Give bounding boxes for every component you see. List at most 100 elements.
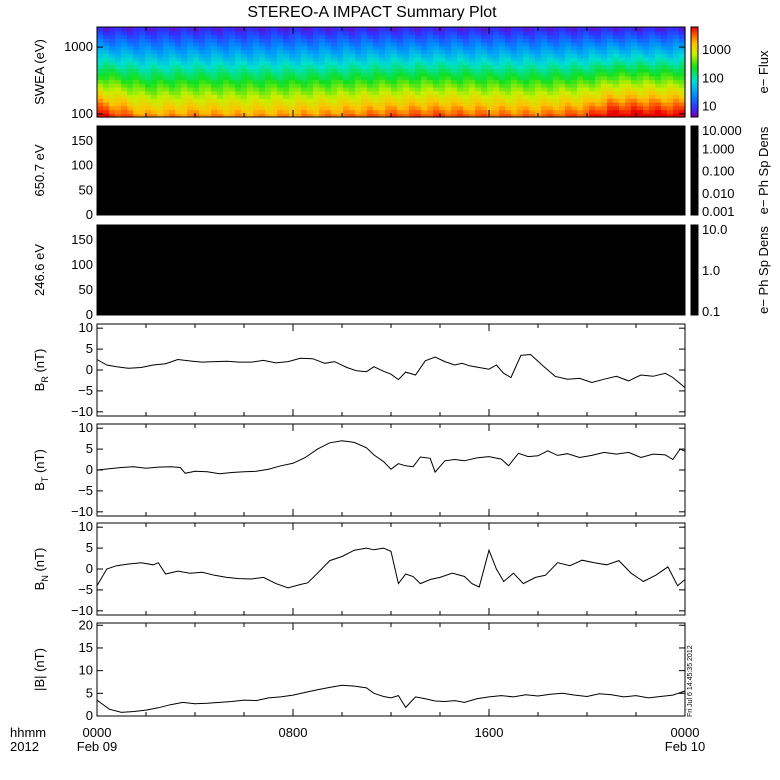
spectrogram-cell (631, 68, 638, 73)
spectrogram-cell (265, 38, 272, 43)
spectrogram-cell (631, 57, 638, 62)
spectrogram-cell (445, 79, 452, 84)
spectrogram-cell (265, 68, 272, 73)
spectrogram-cell (583, 45, 590, 51)
spectrogram-cell (175, 102, 182, 107)
spectrogram-cell (319, 42, 326, 47)
spectrogram-cell (361, 49, 368, 54)
xtick-label: 1600 (475, 725, 504, 740)
spectrogram-cell (163, 30, 170, 36)
spectrogram-cell (403, 45, 410, 51)
spectrogram-cell (511, 105, 518, 111)
spectrogram-cell (625, 79, 632, 84)
ytick-label: 0 (86, 708, 93, 723)
spectrogram-cell (193, 34, 200, 39)
spectrogram-cell (523, 79, 530, 84)
spectrogram-cell (469, 38, 476, 43)
spectrogram-cell (583, 53, 590, 58)
spectrogram-cell (673, 68, 680, 73)
spectrogram-cell (97, 60, 104, 66)
spectrogram-cell (115, 27, 122, 32)
spectrogram-cell (571, 53, 578, 58)
spectrogram-cell (283, 57, 290, 62)
spectrogram-cell (541, 113, 548, 118)
spectrogram-cell (427, 79, 434, 84)
spectrogram-cell (307, 42, 314, 47)
spectrogram-cell (151, 113, 158, 118)
spectrogram-cell (451, 42, 458, 47)
spectrogram-cell (529, 64, 536, 69)
spectrogram-cell (673, 87, 680, 92)
spectrogram-cell (367, 64, 374, 69)
spectrogram-cell (505, 75, 512, 81)
spectrogram-cell (379, 34, 386, 39)
spectrogram-cell (187, 75, 194, 81)
spectrogram-cell (259, 64, 266, 69)
spectrogram-cell (649, 90, 656, 96)
spectrogram-cell (541, 102, 548, 107)
spectrogram-cell (133, 87, 140, 92)
spectrogram-cell (265, 60, 272, 66)
spectrogram-cell (211, 38, 218, 43)
colorbar-fill (690, 224, 699, 316)
spectrogram-cell (547, 53, 554, 58)
spectrogram-cell (631, 102, 638, 107)
spectrogram-cell (157, 83, 164, 88)
spectrogram-cell (511, 109, 518, 114)
spectrogram-cell (187, 98, 194, 103)
spectrogram-cell (553, 90, 560, 96)
spectrogram-cell (547, 105, 554, 111)
spectrogram-cell (253, 53, 260, 58)
spectrogram-cell (427, 30, 434, 36)
spectrogram-cell (313, 102, 320, 107)
spectrogram-cell (505, 87, 512, 92)
spectrogram-cell (127, 45, 134, 51)
spectrogram-cell (385, 79, 392, 84)
spectrogram-cell (463, 68, 470, 73)
spectrogram-cell (553, 34, 560, 39)
spectrogram-cell (469, 105, 476, 111)
colorbar-tick-label: 10.000 (702, 123, 742, 138)
spectrogram-cell (343, 53, 350, 58)
spectrogram-cell (439, 90, 446, 96)
spectrogram-cell (157, 113, 164, 118)
spectrogram-cell (523, 57, 530, 62)
spectrogram-cell (649, 113, 656, 118)
spectrogram-cell (661, 90, 668, 96)
colorbar-tick-label: 0.100 (702, 164, 735, 179)
spectrogram-cell (565, 94, 572, 99)
spectrogram-cell (199, 98, 206, 103)
spectrogram-cell (487, 68, 494, 73)
spectrogram-cell (355, 105, 362, 111)
spectrogram-cell (439, 57, 446, 62)
spectrogram-cell (181, 105, 188, 111)
spectrogram-cell (319, 90, 326, 96)
spectrogram-cell (451, 90, 458, 96)
spectrogram-cell (475, 34, 482, 39)
spectrogram-cell (607, 53, 614, 58)
spectrogram-cell (187, 42, 194, 47)
spectrogram-cell (529, 38, 536, 43)
spectrogram-cell (205, 49, 212, 54)
spectrogram-cell (127, 42, 134, 47)
spectrogram-cell (589, 113, 596, 118)
spectrogram-cell (667, 57, 674, 62)
spectrogram-cell (253, 113, 260, 118)
spectrogram-cell (169, 42, 176, 47)
spectrogram-cell (421, 79, 428, 84)
spectrogram-cell (643, 102, 650, 107)
spectrogram-cell (619, 87, 626, 92)
spectrogram-cell (571, 105, 578, 111)
spectrogram-cell (193, 53, 200, 58)
spectrogram-cell (235, 45, 242, 51)
spectrogram-cell (421, 105, 428, 111)
spectrogram-cell (175, 45, 182, 51)
spectrogram-cell (625, 30, 632, 36)
spectrogram-cell (655, 113, 662, 118)
spectrogram-cell (613, 53, 620, 58)
spectrogram-cell (307, 102, 314, 107)
spectrogram-cell (211, 83, 218, 88)
spectrogram-cell (613, 42, 620, 47)
spectrogram-cell (637, 57, 644, 62)
spectrogram-cell (523, 34, 530, 39)
